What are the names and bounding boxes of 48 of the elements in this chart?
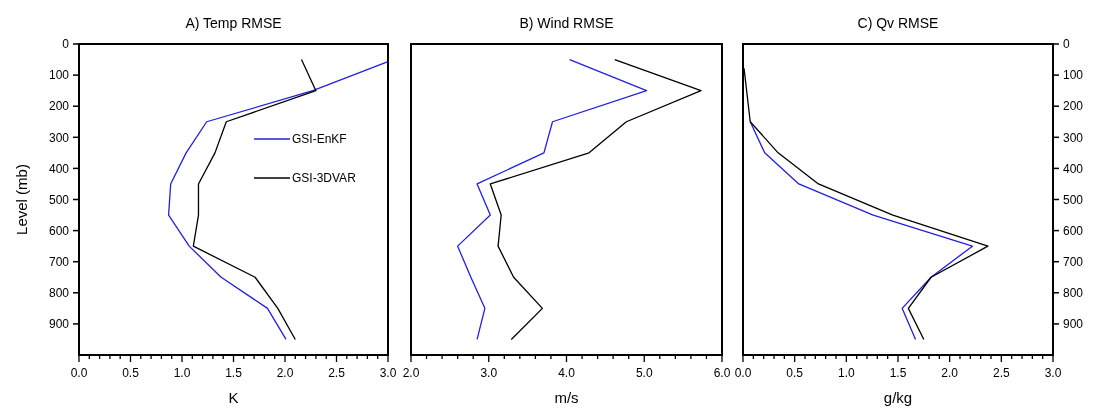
y-tick-label: 900	[48, 317, 70, 332]
x-tick-label: 5.0	[635, 366, 653, 380]
chart-title: A) Temp RMSE	[185, 15, 282, 31]
y-tick-label: 100	[48, 68, 70, 83]
x-tick-label: 1.5	[225, 366, 243, 380]
x-tick-label: 0.0	[70, 366, 88, 380]
y-axis-title: Level (mb)	[13, 164, 30, 235]
y-tick-label: 700	[48, 254, 70, 269]
x-tick-label: 3.0	[480, 366, 498, 380]
x-tick-label: 3.0	[1044, 366, 1062, 380]
y-tick-label: 600	[48, 223, 70, 238]
y-tick-label: 0	[62, 37, 70, 52]
chart-title: C) Qv RMSE	[857, 15, 939, 31]
chart-title: B) Wind RMSE	[519, 15, 614, 31]
y2-tick-label: 100	[1063, 68, 1084, 83]
y2-tick-label: 800	[1063, 286, 1084, 300]
x-tick-label: 0.0	[734, 366, 752, 380]
y2-tick-label: 500	[1063, 192, 1084, 207]
x-axis-title: K	[228, 389, 239, 406]
y-tick-label: 400	[48, 161, 70, 176]
x-tick-label: 4.0	[558, 366, 576, 380]
x-tick-label: 6.0	[713, 366, 731, 380]
y2-tick-label: 300	[1063, 130, 1084, 145]
y2-tick-label: 900	[1063, 317, 1084, 332]
x-tick-label: 2.0	[402, 366, 420, 380]
x-tick-label: 2.0	[276, 366, 294, 380]
y-tick-label: 200	[48, 99, 70, 114]
x-tick-label: 3.0	[379, 366, 397, 380]
legend-label: GSI-EnKF	[292, 132, 347, 147]
y2-tick-label: 0	[1063, 37, 1070, 52]
x-tick-label: 2.5	[328, 366, 346, 380]
y2-tick-label: 700	[1063, 254, 1084, 269]
x-tick-label: 0.5	[786, 366, 804, 380]
y2-tick-label: 400	[1063, 161, 1084, 176]
y2-tick-label: 600	[1063, 223, 1084, 238]
y2-tick-label: 200	[1063, 99, 1084, 114]
x-tick-label: 1.5	[889, 366, 907, 380]
x-tick-label: 2.5	[992, 366, 1010, 380]
x-tick-label: 0.5	[122, 366, 140, 380]
legend-label: GSI-3DVAR	[292, 171, 357, 186]
y-tick-label: 500	[48, 192, 70, 207]
y-tick-label: 300	[48, 130, 70, 145]
x-tick-label: 1.0	[173, 366, 191, 380]
y-tick-label: 800	[48, 286, 70, 300]
x-tick-label: 1.0	[837, 366, 855, 380]
x-tick-label: 2.0	[941, 366, 959, 380]
x-axis-title: m/s	[554, 389, 579, 406]
x-axis-title: g/kg	[883, 389, 913, 406]
